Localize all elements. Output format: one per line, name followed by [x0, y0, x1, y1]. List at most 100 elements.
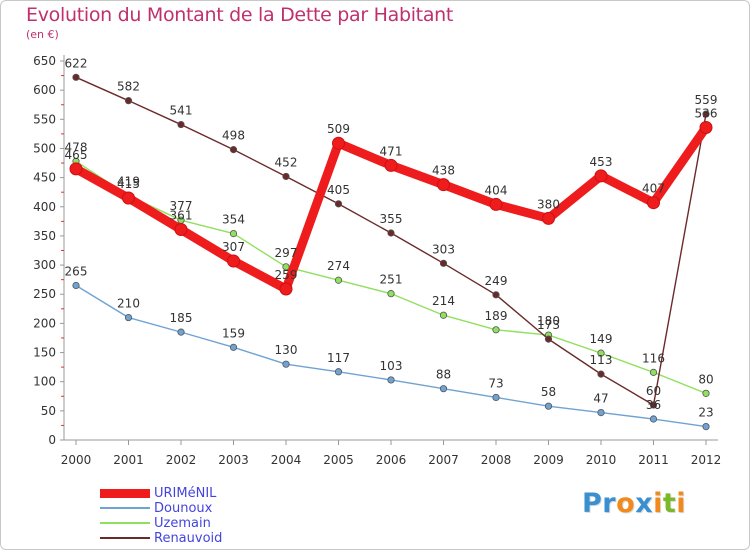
data-point	[597, 408, 605, 417]
y-tick-label: 600	[33, 83, 56, 97]
data-point	[227, 254, 240, 268]
data-label: 214	[432, 294, 455, 308]
data-label: 88	[436, 368, 451, 382]
data-point	[702, 110, 710, 118]
data-label: 541	[170, 104, 193, 118]
data-label: 251	[380, 273, 403, 287]
x-tick-label: 2007	[428, 453, 459, 467]
data-point	[229, 229, 238, 238]
data-point	[387, 376, 395, 384]
data-point	[282, 360, 290, 368]
data-label: 113	[590, 353, 613, 367]
y-tick-label: 450	[33, 171, 56, 185]
data-point	[334, 200, 343, 208]
data-label: 180	[537, 314, 560, 328]
data-point	[649, 415, 658, 423]
chart-title: Evolution du Montant de la Dette par Hab…	[26, 4, 454, 26]
data-label: 361	[170, 209, 193, 223]
data-point	[122, 191, 135, 205]
data-point	[649, 401, 658, 409]
data-label: 380	[537, 197, 560, 211]
data-point	[72, 73, 80, 81]
logo-letter: P	[582, 488, 603, 519]
data-point	[542, 211, 555, 225]
legend-label: Dounoux	[154, 501, 213, 516]
y-tick-label: 50	[41, 404, 56, 418]
data-point	[282, 172, 290, 181]
data-label: 130	[275, 343, 298, 357]
data-label: 47	[593, 392, 608, 406]
data-point	[334, 368, 343, 376]
series-lines	[69, 73, 713, 431]
data-label: 622	[65, 56, 88, 70]
data-label: 189	[485, 309, 508, 323]
y-tick-label: 650	[33, 54, 56, 68]
data-label: 117	[327, 351, 350, 365]
logo-letter: x	[635, 488, 654, 519]
data-label: 60	[646, 384, 661, 398]
data-label: 23	[698, 406, 713, 420]
data-label: 377	[170, 199, 193, 213]
data-label: 73	[488, 376, 503, 390]
data-labels: 265 210 185 159 130 117 103 88 73 58 47 36 23 478 419 3…	[65, 56, 718, 419]
data-point	[174, 223, 188, 237]
logo-letter: r	[602, 488, 617, 519]
x-tick-label: 2011	[638, 453, 669, 467]
legend-item: Renauvoid	[100, 531, 300, 546]
data-label: 173	[537, 318, 560, 332]
data-label: 407	[642, 182, 665, 196]
data-point	[332, 136, 345, 150]
data-label: 465	[65, 148, 88, 162]
data-point	[492, 291, 500, 299]
x-tick-label: 2010	[586, 453, 617, 467]
data-label: 452	[275, 155, 298, 169]
data-label: 36	[646, 398, 661, 412]
data-label: 259	[275, 268, 298, 282]
proxiti-logo: Proxiti	[582, 488, 686, 519]
data-label: 509	[327, 122, 350, 136]
data-label: 582	[117, 80, 140, 94]
data-label: 103	[380, 359, 403, 373]
data-label: 354	[222, 213, 245, 227]
data-point	[384, 158, 398, 172]
data-point	[649, 368, 658, 376]
y-tick-label: 400	[33, 200, 56, 214]
data-point	[72, 281, 80, 290]
legend-item: URIMéNIL	[100, 486, 300, 501]
legend-label: Uzemain	[154, 516, 211, 531]
data-point	[702, 389, 710, 397]
data-label: 149	[590, 332, 613, 346]
data-point	[544, 402, 553, 410]
chart-subtitle: (en €)	[26, 28, 59, 41]
y-tick-label: 100	[33, 375, 56, 389]
data-label: 303	[432, 242, 455, 256]
x-tick-label: 2002	[166, 453, 197, 467]
x-tick-label: 2009	[533, 453, 564, 467]
y-tick-label: 0	[48, 433, 56, 447]
data-point	[647, 196, 660, 210]
data-point	[229, 343, 238, 351]
data-point	[597, 349, 605, 357]
data-label: 307	[222, 240, 245, 254]
data-label: 478	[65, 140, 88, 154]
data-label: 159	[222, 326, 245, 340]
data-point	[439, 385, 448, 393]
data-point	[177, 328, 185, 336]
legend-swatch	[100, 507, 150, 509]
data-label: 58	[541, 385, 556, 399]
legend-item: Dounoux	[100, 501, 300, 516]
data-point	[594, 169, 608, 183]
data-point	[334, 276, 343, 284]
logo-letter: o	[616, 488, 636, 519]
legend-label: URIMéNIL	[154, 486, 217, 501]
logo-letter: t	[662, 488, 677, 519]
y-tick-label: 200	[33, 316, 56, 330]
data-label: 559	[695, 93, 718, 107]
data-point	[492, 326, 500, 334]
data-label: 453	[590, 155, 613, 169]
legend-swatch	[100, 522, 150, 524]
data-point	[387, 290, 395, 298]
x-tick-label: 2005	[323, 453, 354, 467]
